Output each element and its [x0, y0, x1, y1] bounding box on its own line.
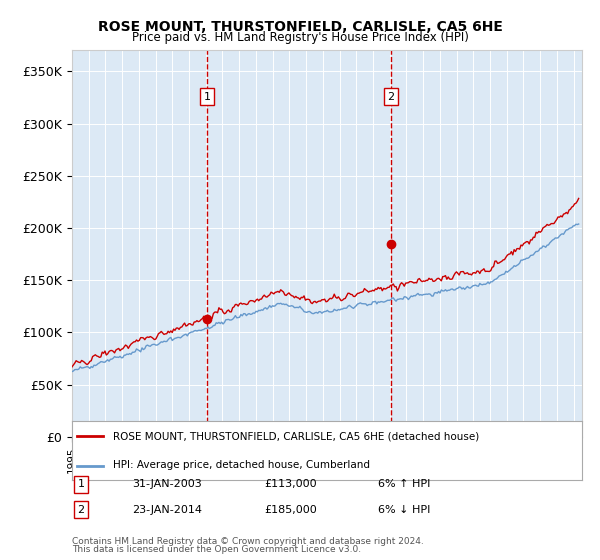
Text: 1: 1	[77, 479, 85, 489]
Text: £113,000: £113,000	[264, 479, 317, 489]
Text: 2: 2	[388, 92, 394, 102]
Text: 1: 1	[203, 92, 211, 102]
Text: 6% ↑ HPI: 6% ↑ HPI	[378, 479, 430, 489]
Text: 2: 2	[77, 505, 85, 515]
Text: ROSE MOUNT, THURSTONFIELD, CARLISLE, CA5 6HE: ROSE MOUNT, THURSTONFIELD, CARLISLE, CA5…	[98, 20, 502, 34]
Text: HPI: Average price, detached house, Cumberland: HPI: Average price, detached house, Cumb…	[113, 460, 370, 470]
Text: Contains HM Land Registry data © Crown copyright and database right 2024.: Contains HM Land Registry data © Crown c…	[72, 537, 424, 546]
Text: 31-JAN-2003: 31-JAN-2003	[132, 479, 202, 489]
Text: ROSE MOUNT, THURSTONFIELD, CARLISLE, CA5 6HE (detached house): ROSE MOUNT, THURSTONFIELD, CARLISLE, CA5…	[113, 431, 479, 441]
Text: 23-JAN-2014: 23-JAN-2014	[132, 505, 202, 515]
Text: This data is licensed under the Open Government Licence v3.0.: This data is licensed under the Open Gov…	[72, 545, 361, 554]
Text: Price paid vs. HM Land Registry's House Price Index (HPI): Price paid vs. HM Land Registry's House …	[131, 31, 469, 44]
Text: £185,000: £185,000	[264, 505, 317, 515]
Text: 6% ↓ HPI: 6% ↓ HPI	[378, 505, 430, 515]
